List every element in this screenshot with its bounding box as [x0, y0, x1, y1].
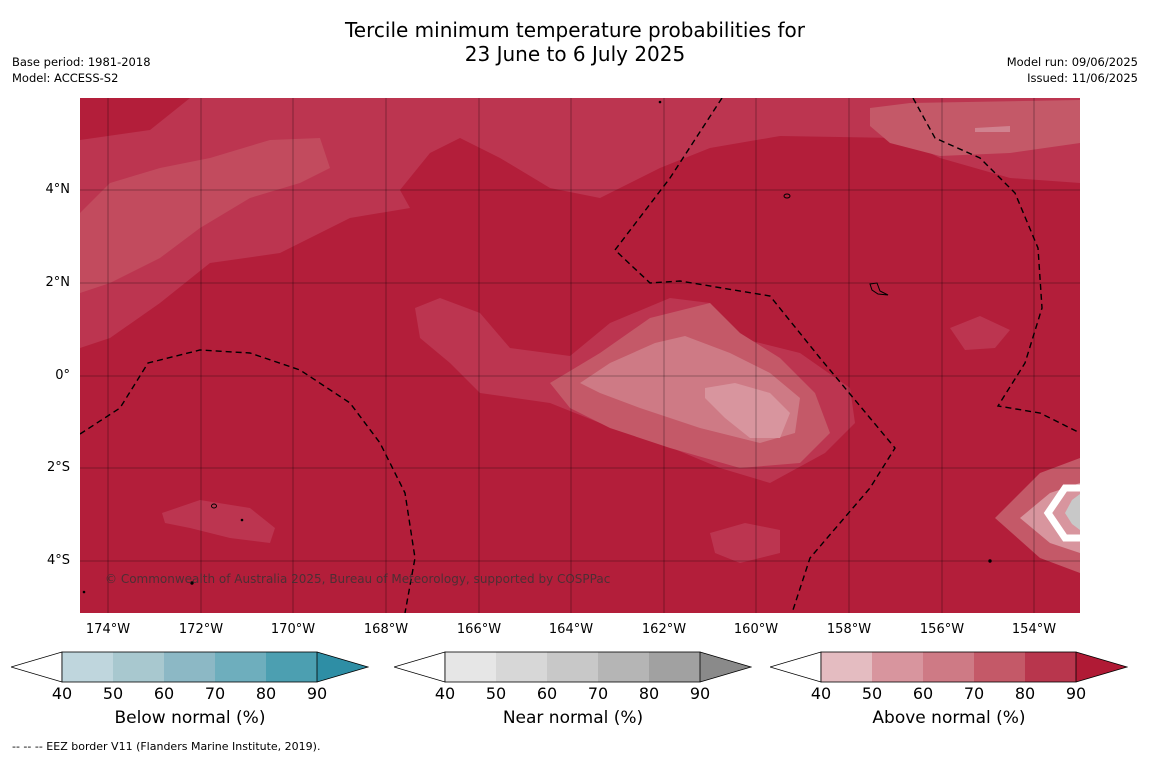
- contour-top-right-light: [975, 126, 1010, 132]
- eez-borders: [80, 98, 1080, 613]
- contour-right-blob: [950, 316, 1010, 350]
- base-period: Base period: 1981-2018: [12, 55, 151, 69]
- colorbar-above-normal: 40 50 60 70 80 90 Above normal (%): [770, 650, 1128, 740]
- tick-above-60: 60: [912, 684, 934, 703]
- lat-label-4n: 4°N: [45, 182, 71, 197]
- lon-label-154w: 154°W: [1011, 622, 1057, 637]
- swatch-below-3: [164, 652, 215, 682]
- islands: [82, 100, 992, 594]
- island-2: [869, 282, 889, 296]
- island-3: [211, 503, 217, 509]
- swatch-above-5: [1025, 652, 1076, 682]
- swatch-above-6: [1076, 652, 1127, 682]
- island-8: [82, 590, 86, 594]
- lat-label-0: 0°: [55, 368, 70, 383]
- colorbar-near-label: Near normal (%): [502, 708, 644, 728]
- colorbar-below-swatches: [11, 651, 369, 683]
- island-5: [988, 559, 992, 563]
- colorbar-near-normal: 40 50 60 70 80 90 Near normal (%): [394, 650, 752, 740]
- swatch-near-2: [496, 652, 547, 682]
- colorbar-below-normal: 40 50 60 70 80 90 Below normal (%): [11, 650, 369, 740]
- colorbar-below-label: Below normal (%): [114, 708, 266, 728]
- model-run: Model run: 09/06/2025: [1006, 55, 1138, 69]
- island-1: [783, 193, 791, 199]
- tick-above-80: 80: [1014, 684, 1036, 703]
- lon-label-164w: 164°W: [548, 622, 594, 637]
- tick-above-90: 90: [1065, 684, 1087, 703]
- lon-label-170w: 170°W: [270, 622, 316, 637]
- swatch-below-4: [215, 652, 266, 682]
- swatch-below-1: [62, 652, 113, 682]
- tick-below-80: 80: [255, 684, 277, 703]
- tick-near-80: 80: [638, 684, 660, 703]
- tick-below-40: 40: [51, 684, 73, 703]
- title-line-1: Tercile minimum temperature probabilitie…: [344, 18, 806, 42]
- island-6: [240, 518, 244, 522]
- tick-below-50: 50: [102, 684, 124, 703]
- contour-lower-left: [162, 500, 275, 543]
- tick-above-40: 40: [810, 684, 832, 703]
- tick-near-40: 40: [434, 684, 456, 703]
- footnote-eez: -- -- -- EEZ border V11 (Flanders Marine…: [12, 740, 321, 753]
- contour-upper-left: [80, 138, 330, 293]
- tick-above-50: 50: [861, 684, 883, 703]
- island-4: [190, 581, 194, 585]
- swatch-above-2: [872, 652, 923, 682]
- copyright-text: © Commonwealth of Australia 2025, Bureau…: [105, 572, 610, 586]
- swatch-below-5: [266, 652, 317, 682]
- gridlines: [80, 98, 1080, 613]
- tick-below-60: 60: [153, 684, 175, 703]
- swatch-near-6: [700, 652, 751, 682]
- meta-left: Base period: 1981-2018 Model: ACCESS-S2: [12, 54, 151, 86]
- contour-right-edge-grey: [1065, 494, 1080, 530]
- lon-label-166w: 166°W: [456, 622, 502, 637]
- tick-below-90: 90: [306, 684, 328, 703]
- swatch-above-1: [821, 652, 872, 682]
- lat-label-4s: 4°S: [46, 553, 70, 568]
- swatch-above-3: [923, 652, 974, 682]
- swatch-near-1: [445, 652, 496, 682]
- tick-near-90: 90: [689, 684, 711, 703]
- colorbar-above-label: Above normal (%): [872, 708, 1026, 728]
- lon-label-168w: 168°W: [363, 622, 409, 637]
- tick-below-70: 70: [204, 684, 226, 703]
- lon-label-158w: 158°W: [826, 622, 872, 637]
- tick-near-50: 50: [485, 684, 507, 703]
- contour-right-edge-white: [1043, 484, 1080, 542]
- eez-border-3: [912, 98, 1080, 434]
- tick-above-70: 70: [963, 684, 985, 703]
- chart-title: Tercile minimum temperature probabilitie…: [0, 18, 1150, 66]
- lat-label-2s: 2°S: [46, 460, 70, 475]
- swatch-near-5: [649, 652, 700, 682]
- lon-label-174w: 174°W: [85, 622, 131, 637]
- contour-top-band: [80, 98, 1080, 348]
- swatch-above-4: [974, 652, 1025, 682]
- lat-label-2n: 2°N: [45, 275, 71, 290]
- meta-right: Model run: 09/06/2025 Issued: 11/06/2025: [1007, 54, 1138, 86]
- issued-date: Issued: 11/06/2025: [1027, 71, 1138, 85]
- swatch-below-6: [317, 652, 368, 682]
- model-name: Model: ACCESS-S2: [12, 71, 119, 85]
- colorbar-above-swatches: [770, 651, 1128, 683]
- swatch-near-3: [547, 652, 598, 682]
- probability-map: © Commonwealth of Australia 2025, Bureau…: [80, 98, 1080, 613]
- colorbar-near-swatches: [394, 651, 752, 683]
- eez-border-1: [80, 349, 416, 613]
- lon-label-172w: 172°W: [178, 622, 224, 637]
- swatch-below-2: [113, 652, 164, 682]
- lon-label-160w: 160°W: [733, 622, 779, 637]
- title-line-2: 23 June to 6 July 2025: [464, 42, 686, 66]
- contour-center-core: [705, 383, 790, 438]
- lon-label-156w: 156°W: [919, 622, 965, 637]
- lon-label-162w: 162°W: [641, 622, 687, 637]
- tick-near-70: 70: [587, 684, 609, 703]
- contour-lower-mid: [710, 523, 780, 563]
- eez-border-2: [614, 98, 896, 613]
- tick-near-60: 60: [536, 684, 558, 703]
- swatch-near-4: [598, 652, 649, 682]
- island-7: [658, 100, 662, 104]
